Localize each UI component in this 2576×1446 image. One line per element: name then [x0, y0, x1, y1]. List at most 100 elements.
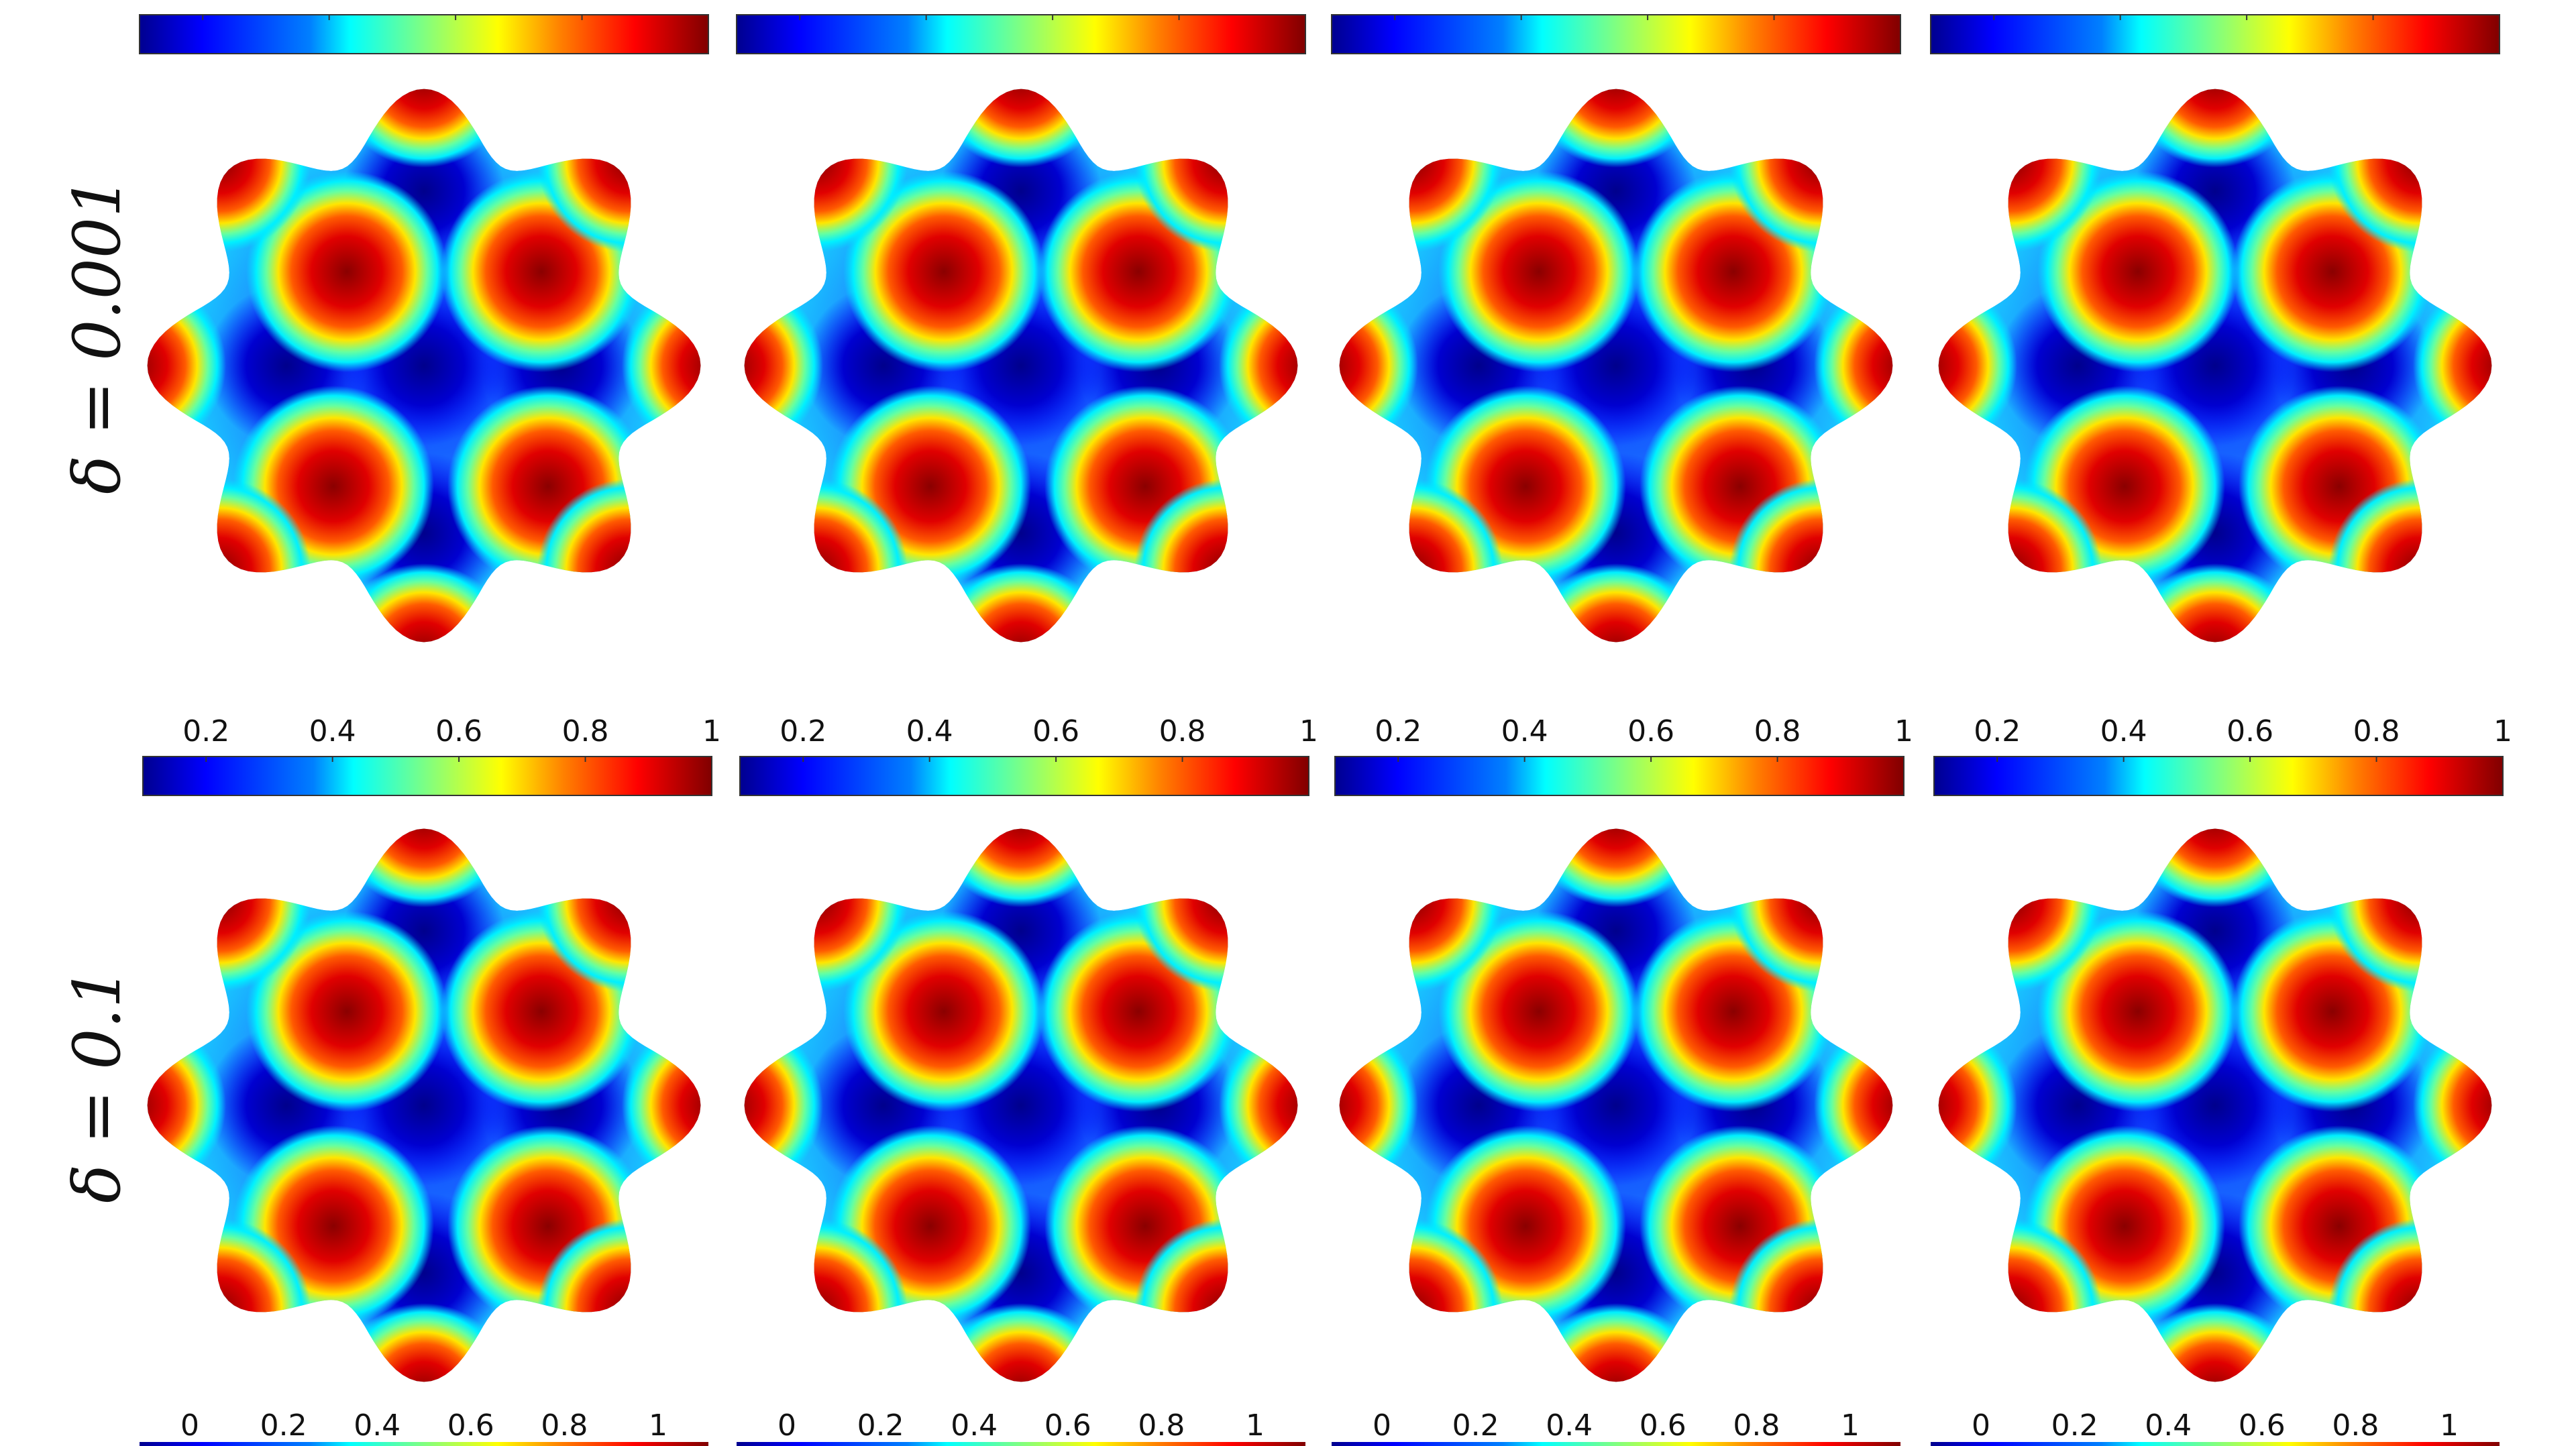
colorbar-tick-label: 0.6 [1627, 714, 1674, 748]
field-panel-r2-c2 [744, 828, 1298, 1382]
colorbar-strip [140, 1442, 708, 1446]
lobe-hot-cap [1814, 1015, 1893, 1196]
lobe-hot-cap [537, 479, 701, 643]
lobe-hot-cap [2125, 828, 2306, 907]
colorbar-strip [1331, 14, 1901, 54]
colorbar-tick-label: 1 [2493, 714, 2512, 748]
colorbar-tick-label: 0.8 [1159, 714, 1206, 748]
colorbar-strip [139, 14, 709, 54]
colorbar-r2-c3: 0.2 0.4 0.6 0.8 1 [1334, 714, 1913, 796]
colorbar-tick-label: 0.8 [2332, 1408, 2379, 1443]
hot-spot [2037, 911, 2239, 1112]
colorbar-tick-label: 0.8 [1138, 1408, 1185, 1443]
lobe-hot-cap [744, 1219, 908, 1382]
colorbar-r1-c1 [139, 14, 709, 54]
colorbar-tick-label: 0.8 [541, 1408, 588, 1443]
colorbar-strip [737, 1442, 1305, 1446]
colorbar-strip [1930, 14, 2500, 54]
lobe-hot-cap [2328, 1219, 2492, 1382]
lobe-hot-cap [1938, 1219, 2102, 1382]
colorbar-tick-label: 0.2 [1375, 714, 1421, 748]
lobe-hot-cap [2413, 275, 2492, 456]
hot-spot [246, 911, 447, 1112]
colorbar-strip [1332, 1442, 1900, 1446]
lobe-hot-cap [1938, 275, 2017, 456]
lobe-hot-cap [2328, 479, 2492, 643]
colorbar-r1-c2 [736, 14, 1306, 54]
colorbar-strip [1931, 1442, 2500, 1446]
lobe-hot-cap [744, 275, 823, 456]
lobe-hot-cap [1339, 89, 1503, 252]
lobe-hot-cap [2125, 89, 2306, 168]
colorbar-tick-label: 1 [1246, 1408, 1265, 1443]
colorbar-r2-c2: 0.2 0.4 0.6 0.8 1 [739, 714, 1318, 796]
lobe-hot-cap [537, 89, 701, 252]
colorbar-bottom-c3: 0 0.2 0.4 0.6 0.8 1 [1332, 1408, 1900, 1446]
colorbar-tick-label: 0.2 [857, 1408, 904, 1443]
field-panel-r1-c1 [147, 89, 701, 643]
colorbar-tick-label: 0.2 [1974, 714, 2021, 748]
lobe-hot-cap [147, 1219, 311, 1382]
colorbar-tick-label: 0.8 [1733, 1408, 1780, 1443]
lobe-hot-cap [1219, 1015, 1298, 1196]
colorbar-tick-label: 1 [1841, 1408, 1860, 1443]
colorbar-strip [1334, 756, 1904, 796]
colorbar-tick-label: 0 [180, 1408, 199, 1443]
lobe-hot-cap [2328, 828, 2492, 992]
colorbar-tick-label: 0.6 [435, 714, 482, 748]
colorbar-tick-label: 0.6 [2239, 1408, 2286, 1443]
row-label-delta-0001: δ = 0.001 [60, 176, 135, 495]
colorbar-r1-c4 [1930, 14, 2500, 54]
lobe-hot-cap [1134, 479, 1298, 643]
colorbar-tick-label: 0.4 [906, 714, 953, 748]
colorbar-tick-label: 0.6 [447, 1408, 494, 1443]
lobe-hot-cap [1339, 275, 1418, 456]
hot-spot [1438, 171, 1640, 372]
lobe-hot-cap [622, 1015, 701, 1196]
lobe-hot-cap [147, 479, 311, 643]
lobe-hot-cap [333, 1303, 515, 1382]
hot-spot [2037, 171, 2239, 372]
colorbar-strip [1933, 756, 2504, 796]
lobe-hot-cap [333, 828, 515, 907]
lobe-hot-cap [333, 563, 515, 643]
lobe-hot-cap [537, 828, 701, 992]
hot-spot [843, 171, 1044, 372]
colorbar-tick-label: 1 [1299, 714, 1318, 748]
lobe-hot-cap [2125, 563, 2306, 643]
colorbar-bottom-c4: 0 0.2 0.4 0.6 0.8 1 [1931, 1408, 2500, 1446]
lobe-hot-cap [1729, 89, 1893, 252]
field-panel-r1-c2 [744, 89, 1298, 643]
lobe-hot-cap [333, 89, 515, 168]
hot-spot [246, 171, 447, 372]
colorbar-tick-label: 1 [2440, 1408, 2459, 1443]
lobe-hot-cap [1729, 828, 1893, 992]
hot-spot [1438, 911, 1640, 1112]
colorbar-r2-c4: 0.2 0.4 0.6 0.8 1 [1933, 714, 2512, 796]
lobe-hot-cap [147, 828, 311, 992]
colorbar-tick-label: 0.8 [1754, 714, 1801, 748]
field-panel-r1-c3 [1339, 89, 1893, 643]
lobe-hot-cap [622, 275, 701, 456]
lobe-hot-cap [744, 828, 908, 992]
colorbar-tick-label: 0.6 [1640, 1408, 1686, 1443]
colorbar-tick-label: 0 [1373, 1408, 1391, 1443]
field-panel-r2-c3 [1339, 828, 1893, 1382]
lobe-hot-cap [2125, 1303, 2306, 1382]
lobe-hot-cap [1134, 1219, 1298, 1382]
colorbar-tick-label: 0.2 [182, 714, 229, 748]
lobe-hot-cap [1134, 89, 1298, 252]
lobe-hot-cap [744, 89, 908, 252]
lobe-hot-cap [147, 275, 226, 456]
lobe-hot-cap [1339, 1015, 1418, 1196]
colorbar-tick-label: 0.4 [354, 1408, 400, 1443]
lobe-hot-cap [744, 1015, 823, 1196]
lobe-hot-cap [930, 563, 1112, 643]
lobe-hot-cap [1134, 828, 1298, 992]
colorbar-tick-label: 0.4 [2145, 1408, 2192, 1443]
lobe-hot-cap [1339, 479, 1503, 643]
colorbar-strip [142, 756, 712, 796]
colorbar-tick-label: 0.2 [1452, 1408, 1499, 1443]
lobe-hot-cap [537, 1219, 701, 1382]
colorbar-tick-label: 0.2 [260, 1408, 307, 1443]
